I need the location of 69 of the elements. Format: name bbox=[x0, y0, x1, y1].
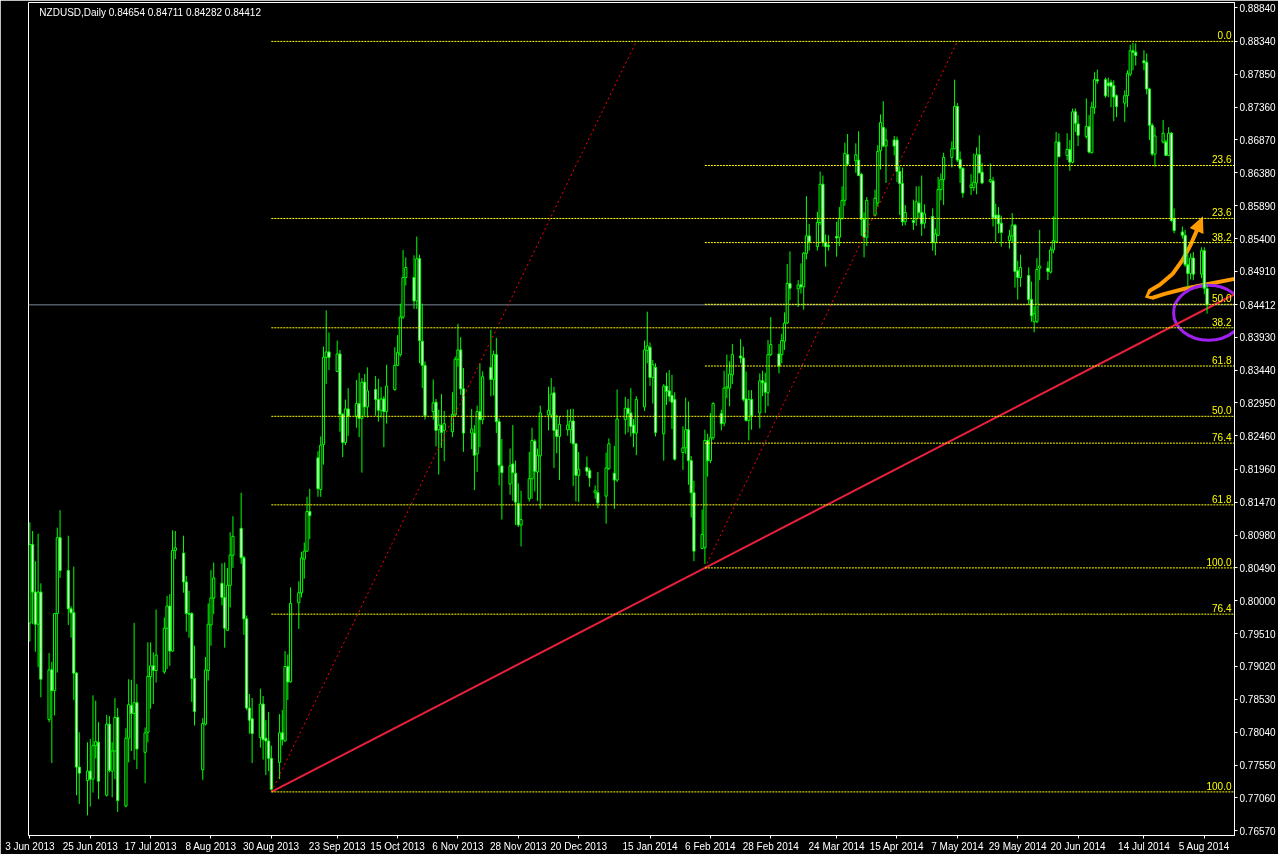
x-tick-label: 17 Jul 2013 bbox=[124, 840, 177, 852]
series-label: 100.0 bbox=[1206, 780, 1232, 792]
x-tick-label: 25 Jun 2013 bbox=[62, 840, 119, 852]
y-tick-label: 0.79020 bbox=[1239, 661, 1277, 673]
series-label: 38.2 bbox=[1212, 231, 1232, 243]
x-tick-label: 23 Sep 2013 bbox=[308, 840, 366, 852]
y-tick-label: 0.84910 bbox=[1239, 266, 1277, 278]
y-tick-label: 0.83440 bbox=[1239, 365, 1277, 377]
y-tick-label: 0.80000 bbox=[1239, 595, 1277, 607]
y-tick-label: 0.82460 bbox=[1239, 430, 1277, 442]
x-tick-label: 6 Nov 2013 bbox=[432, 840, 484, 852]
x-tick-label: 28 Feb 2014 bbox=[742, 840, 800, 852]
x-tick-label: 8 Aug 2013 bbox=[185, 840, 237, 852]
x-tick-label: 14 Jul 2014 bbox=[1118, 840, 1171, 852]
y-tick-label: 0.87850 bbox=[1239, 69, 1277, 81]
x-tick-label: 20 Dec 2013 bbox=[550, 840, 608, 852]
x-tick-label: 15 Oct 2013 bbox=[370, 840, 426, 852]
y-tick-label: 0.88840 bbox=[1239, 2, 1277, 14]
x-tick-label: 28 Nov 2013 bbox=[489, 840, 548, 852]
y-tick-label: 0.78040 bbox=[1239, 727, 1277, 739]
candlestick bbox=[884, 128, 888, 184]
candlestick bbox=[566, 409, 570, 437]
y-tick-label: 0.77060 bbox=[1239, 792, 1277, 804]
x-tick-label: 3 Jun 2013 bbox=[5, 840, 56, 852]
text: NZDUSD,Daily 0.84654 0.84711 0.84282 0.84412 bbox=[39, 7, 262, 19]
candlestick bbox=[1134, 42, 1138, 67]
y-tick-label: 0.81470 bbox=[1239, 497, 1277, 509]
x-tick-label: 30 Aug 2013 bbox=[242, 840, 300, 852]
candlestick bbox=[1153, 126, 1157, 168]
y-tick-label: 0.78530 bbox=[1239, 694, 1277, 706]
series-label: 100.0 bbox=[1206, 556, 1232, 568]
series-label: 38.2 bbox=[1212, 316, 1232, 328]
x-tick-label: 5 Aug 2014 bbox=[1178, 840, 1230, 852]
x-tick-label: 15 Jan 2014 bbox=[622, 840, 678, 852]
candlestick bbox=[807, 223, 811, 252]
y-tick-label: 0.85400 bbox=[1239, 233, 1277, 245]
y-tick-label: 0.86380 bbox=[1239, 167, 1277, 179]
candlestick bbox=[596, 471, 600, 509]
series-label: 0.0 bbox=[1217, 30, 1232, 42]
y-tick-label: 0.80490 bbox=[1239, 562, 1277, 574]
x-tick-label: 15 Apr 2014 bbox=[869, 840, 925, 852]
y-tick-label: 0.87360 bbox=[1239, 102, 1277, 114]
y-tick-label: 0.85890 bbox=[1239, 200, 1277, 212]
series-label: 61.8 bbox=[1212, 355, 1232, 367]
series-label: 76.4 bbox=[1212, 432, 1232, 444]
series-label: 23.6 bbox=[1212, 154, 1232, 166]
y-tick-label: 0.80980 bbox=[1239, 530, 1277, 542]
x-tick-label: 24 Mar 2014 bbox=[808, 840, 866, 852]
y-tick-label: 0.81960 bbox=[1239, 464, 1277, 476]
y-tick-label: 0.76570 bbox=[1239, 825, 1277, 837]
y-tick-label: 0.82950 bbox=[1239, 397, 1277, 409]
y-tick-label: 0.83930 bbox=[1239, 332, 1277, 344]
candlestick bbox=[250, 697, 254, 764]
y-tick-label: 0.79510 bbox=[1239, 628, 1277, 640]
series-label: 76.4 bbox=[1212, 603, 1232, 615]
x-tick-label: 6 Feb 2014 bbox=[685, 840, 737, 852]
y-tick-label: 0.88340 bbox=[1239, 36, 1277, 48]
series-label: 61.8 bbox=[1212, 493, 1232, 505]
x-tick-label: 29 May 2014 bbox=[988, 840, 1048, 852]
y-tick-label: 0.86870 bbox=[1239, 134, 1277, 146]
y-tick-label: 0.77550 bbox=[1239, 760, 1277, 772]
candlestick bbox=[1112, 79, 1116, 122]
candlestick bbox=[914, 185, 918, 227]
x-tick-label: 7 May 2014 bbox=[931, 840, 984, 852]
ref-line-label: 0.84412 bbox=[1239, 299, 1277, 311]
candlestick bbox=[942, 152, 946, 206]
series-label: 50.0 bbox=[1212, 405, 1232, 417]
series-label: 23.6 bbox=[1212, 207, 1232, 219]
x-tick-label: 20 Jun 2014 bbox=[1050, 840, 1107, 852]
